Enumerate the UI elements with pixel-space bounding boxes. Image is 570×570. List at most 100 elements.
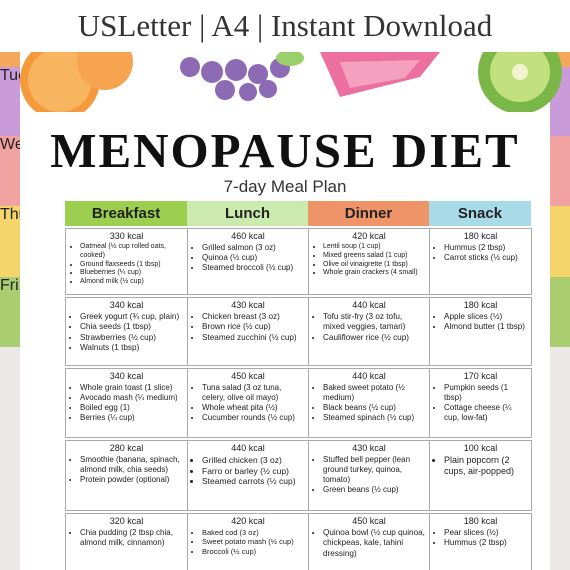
meal-items: Hummus (2 tbsp)Carrot sticks (½ cup) <box>434 243 527 263</box>
meal-cell: 450 kcal Tuna salad (3 oz tuna, celery, o… <box>187 368 309 438</box>
meal-items: Grilled chicken (3 oz)Farro or barley (½… <box>192 455 304 487</box>
calories: 320 kcal <box>109 516 144 526</box>
calories: 100 kcal <box>463 443 498 453</box>
meal-items: Greek yogurt (¾ cup, plain)Chia seeds (1… <box>70 312 183 353</box>
banner: USLetter | A4 | Instant Download <box>0 0 570 52</box>
meal-item: Green beans (½ cup) <box>323 485 425 495</box>
meal-item: Hummus (2 tbsp) <box>444 538 527 548</box>
meal-item: Berries (¼ cup) <box>80 413 183 423</box>
calories: 440 kcal <box>352 371 386 381</box>
meal-item: Tofu stir-fry (3 oz tofu, mixed veggies,… <box>323 312 425 333</box>
meal-item: Smoothie (banana, spinach, almond milk, … <box>80 455 183 475</box>
meal-cell: 320 kcal Chia pudding (2 tbsp chia, almon… <box>65 513 188 570</box>
meal-cell: 170 kcal Pumpkin seeds (1 tbsp)Cottage ch… <box>429 368 532 438</box>
meal-items: Grilled salmon (3 oz)Quinoa (½ cup)Steam… <box>192 243 304 273</box>
meal-item: Steamed zucchini (½ cup) <box>202 333 304 343</box>
meal-item: Walnuts (1 tbsp) <box>80 343 183 353</box>
meal-item: Boiled egg (1) <box>80 403 183 413</box>
meal-item: Tuna salad (3 oz tuna, celery, olive oil… <box>202 383 304 403</box>
sheet <box>20 52 550 570</box>
meal-item: Greek yogurt (¾ cup, plain) <box>80 312 183 322</box>
meal-item: Olive oil vinaigrette (1 tbsp) <box>323 261 425 270</box>
calories: 280 kcal <box>109 443 144 453</box>
meal-item: Grilled chicken (3 oz) <box>202 455 304 466</box>
meal-cell: 340 kcal Greek yogurt (¾ cup, plain)Chia … <box>65 297 188 366</box>
meal-cell: 450 kcal Quinoa bowl (½ cup quinoa, chick… <box>308 513 430 570</box>
meal-item: Baked cod (3 oz) <box>202 528 304 537</box>
meal-item: Apple slices (½) <box>444 312 527 322</box>
meal-item: Chia seeds (1 tbsp) <box>80 322 183 332</box>
column-header: Lunch <box>187 201 308 226</box>
day-label: Fri <box>0 277 19 294</box>
subtitle: 7-day Meal Plan <box>223 177 347 196</box>
meal-items: Whole grain toast (1 slice)Avocado mash … <box>70 383 183 423</box>
meal-cell: 180 kcal Pear slices (½)Hummus (2 tbsp) <box>429 513 532 570</box>
calories: 450 kcal <box>231 371 265 381</box>
meal-item: Stuffed bell pepper (lean ground turkey,… <box>323 455 425 485</box>
meal-cell: 440 kcal Tofu stir-fry (3 oz tofu, mixed … <box>308 297 430 366</box>
meal-cell: 430 kcal Stuffed bell pepper (lean ground… <box>308 440 430 511</box>
meal-item: Brown rice (½ cup) <box>202 322 304 332</box>
calories: 460 kcal <box>231 231 265 241</box>
meal-cell: 280 kcal Smoothie (banana, spinach, almon… <box>65 440 188 511</box>
meal-item: Cottage cheese (¼ cup, low-fat) <box>444 403 527 423</box>
meal-item: Quinoa (½ cup) <box>202 253 304 263</box>
calories: 330 kcal <box>109 231 144 241</box>
meal-item: Blueberries (¼ cup) <box>80 269 183 278</box>
meal-item: Plain popcorn (2 cups, air-popped) <box>444 455 527 478</box>
meal-item: Avocado mash (¼ medium) <box>80 393 183 403</box>
meal-items: Apple slices (½)Almond butter (1 tbsp) <box>434 312 527 333</box>
calories: 180 kcal <box>463 231 498 241</box>
calories: 430 kcal <box>352 443 386 453</box>
meal-items: Quinoa bowl (½ cup quinoa, chickpeas, ka… <box>313 528 425 559</box>
meal-item: Protein powder (optional) <box>80 475 183 485</box>
meal-items: Baked sweet potato (½ medium)Black beans… <box>313 383 425 423</box>
meal-item: Ground flaxseeds (1 tbsp) <box>80 261 183 270</box>
column-header: Breakfast <box>65 201 187 226</box>
meal-item: Cauliflower rice (½ cup) <box>323 333 425 343</box>
meal-items: Stuffed bell pepper (lean ground turkey,… <box>313 455 425 495</box>
meal-items: Baked cod (3 oz)Sweet potato mash (½ cup… <box>192 528 304 556</box>
meal-items: Pumpkin seeds (1 tbsp)Cottage cheese (¼ … <box>434 383 527 423</box>
meal-cell: 440 kcal Baked sweet potato (½ medium)Bla… <box>308 368 430 438</box>
title: MENOPAUSE DIET <box>50 123 520 178</box>
meal-item: Hummus (2 tbsp) <box>444 243 527 253</box>
calories: 180 kcal <box>463 300 498 310</box>
meal-item: Almond milk (½ cup) <box>80 278 183 287</box>
meal-items: Lentil soup (1 cup)Mixed greens salad (1… <box>313 243 425 278</box>
meal-items: Chicken breast (3 oz)Brown rice (½ cup)S… <box>192 312 304 343</box>
meal-item: Oatmeal (½ cup rolled oats, cooked) <box>80 243 183 261</box>
meal-cell: 460 kcal Grilled salmon (3 oz)Quinoa (½ c… <box>187 228 309 295</box>
meal-cell: 330 kcal Oatmeal (½ cup rolled oats, cook… <box>65 228 188 295</box>
calories: 450 kcal <box>352 516 386 526</box>
meal-items: Oatmeal (½ cup rolled oats, cooked)Groun… <box>70 243 183 287</box>
meal-item: Sweet potato mash (½ cup) <box>202 537 304 546</box>
meal-item: Quinoa bowl (½ cup quinoa, chickpeas, ka… <box>323 528 425 559</box>
meal-item: Chicken breast (3 oz) <box>202 312 304 322</box>
meal-item: Farro or barley (½ cup) <box>202 466 304 477</box>
meal-item: Black beans (½ cup) <box>323 403 425 413</box>
calories: 420 kcal <box>352 231 386 241</box>
meal-item: Pumpkin seeds (1 tbsp) <box>444 383 527 403</box>
meal-cell: 420 kcal Baked cod (3 oz)Sweet potato mas… <box>187 513 309 570</box>
meal-item: Mixed greens salad (1 cup) <box>323 252 425 261</box>
meal-item: Baked sweet potato (½ medium) <box>323 383 425 403</box>
meal-items: Tuna salad (3 oz tuna, celery, olive oil… <box>192 383 304 423</box>
meal-items: Pear slices (½)Hummus (2 tbsp) <box>434 528 527 549</box>
column-header: Dinner <box>308 201 429 226</box>
calories: 340 kcal <box>109 371 144 381</box>
meal-cell: 340 kcal Whole grain toast (1 slice)Avoca… <box>65 368 188 438</box>
meal-item: Almond butter (1 tbsp) <box>444 322 527 332</box>
meal-item: Steamed spinach (½ cup) <box>323 413 425 423</box>
calories: 420 kcal <box>231 516 265 526</box>
meal-item: Lentil soup (1 cup) <box>323 243 425 252</box>
meal-items: Chia pudding (2 tbsp chia, almond milk, … <box>70 528 183 548</box>
meal-items: Smoothie (banana, spinach, almond milk, … <box>70 455 183 485</box>
meal-cell: 440 kcal Grilled chicken (3 oz)Farro or b… <box>187 440 309 511</box>
meal-item: Steamed carrots (½ cup) <box>202 476 304 487</box>
meal-item: Whole grain crackers (4 small) <box>323 269 425 278</box>
meal-item: Chia pudding (2 tbsp chia, almond milk, … <box>80 528 183 548</box>
calories: 180 kcal <box>463 516 498 526</box>
calories: 170 kcal <box>463 371 498 381</box>
